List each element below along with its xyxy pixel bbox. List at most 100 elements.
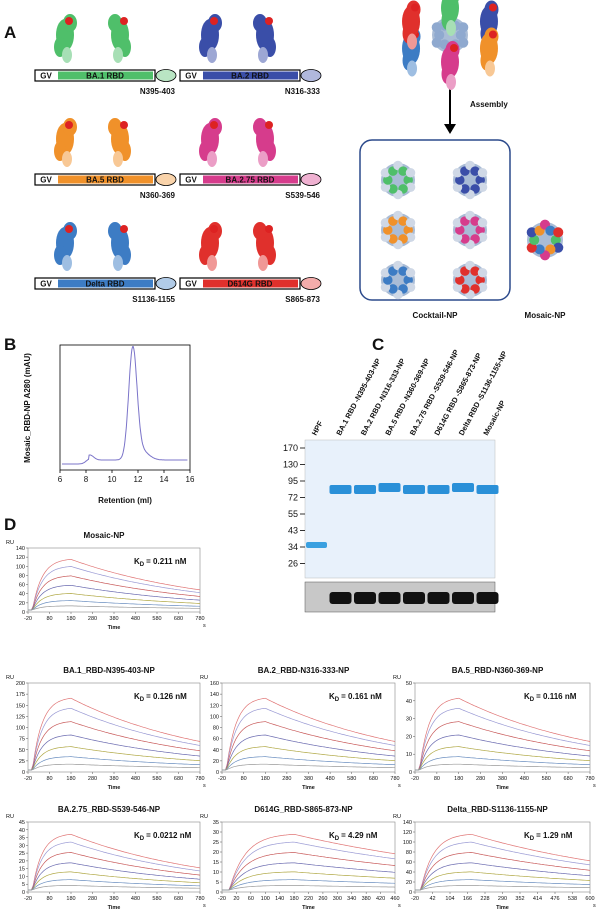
kd-label: KD = 0.126 nM — [134, 692, 187, 703]
x-tick-label: 280 — [282, 776, 291, 782]
np-rbd — [431, 22, 442, 33]
np-rbd — [398, 216, 408, 226]
gel — [304, 439, 496, 579]
y-unit: RU — [200, 814, 208, 820]
y-tick-label: 160 — [210, 681, 219, 687]
np-rbd — [405, 282, 416, 292]
spike-structure — [402, 0, 421, 50]
x-tick-label: 380 — [109, 776, 118, 782]
spike-structure — [108, 118, 131, 167]
kd-part: K — [329, 831, 335, 840]
tag — [155, 277, 177, 290]
np-rbd — [405, 182, 416, 192]
np-rbd — [477, 218, 488, 228]
x-tick-label: 580 — [542, 776, 551, 782]
sensorgram-curve — [415, 879, 591, 891]
wb-band — [354, 592, 376, 604]
structure-lobe — [207, 151, 217, 167]
y-tick-label: 20 — [213, 759, 219, 765]
structure-highlight — [65, 225, 73, 233]
kd-part: K — [329, 692, 335, 701]
site-label: N395-403 — [140, 87, 176, 96]
sensorgram-curve — [222, 834, 396, 891]
structure-lobe — [258, 151, 268, 167]
x-tick-label: -20 — [411, 776, 419, 782]
np-rbd — [534, 244, 545, 255]
kd-label: KD = 1.29 nM — [524, 831, 573, 842]
np-rbd — [405, 232, 416, 242]
y-tick-label: 15 — [19, 867, 25, 873]
x-tick-label: 290 — [498, 896, 507, 902]
y-axis-label: Mosaic_RBD-NP A280 (mAU) — [23, 353, 32, 463]
lane-label: HPF — [310, 419, 325, 437]
gv-label: GV — [40, 280, 52, 289]
wb-band — [378, 592, 401, 604]
x-tick-label: 16 — [186, 475, 195, 484]
structure-lobe — [253, 222, 267, 240]
x-tick-label: 580 — [152, 616, 161, 622]
sensorgram-curve — [222, 879, 396, 891]
x-tick-label: 680 — [174, 776, 183, 782]
y-tick-label: 0 — [22, 610, 25, 616]
sensorgram-curve — [28, 605, 201, 611]
sensorgram-curve — [222, 756, 396, 771]
arrow-head — [444, 124, 456, 134]
structure-lobe — [484, 60, 495, 77]
np-rbd — [477, 282, 488, 292]
x-axis-label: Time — [108, 785, 121, 791]
sensorgram-curve — [28, 600, 201, 611]
wb-band — [452, 592, 474, 604]
kd-part: D — [335, 697, 340, 703]
plot-title: BA.1_RBD-N395-403-NP — [63, 666, 155, 675]
mw-marker: 95 — [288, 476, 298, 486]
x-unit: s — [398, 783, 401, 789]
y-tick-label: 20 — [406, 734, 412, 740]
x-tick-label: 180 — [289, 896, 298, 902]
spike-structure — [253, 222, 276, 271]
kd-label: KD = 0.116 nM — [524, 692, 577, 703]
x-axis-label: Retention (ml) — [98, 496, 152, 505]
y-tick-label: 60 — [213, 737, 219, 743]
x-tick-label: -20 — [411, 896, 419, 902]
kd-part: = 0.126 nM — [146, 692, 187, 701]
x-tick-label: 20 — [233, 896, 239, 902]
nanoparticle — [452, 160, 488, 200]
structure-lobe — [253, 14, 267, 32]
y-tick-label: 30 — [213, 830, 219, 836]
np-rbd — [383, 175, 393, 185]
y-tick-label: 30 — [406, 717, 412, 723]
np-rbd — [434, 29, 445, 41]
lane-label: BA.1 RBD -N395-403-NP — [334, 357, 382, 437]
nanoparticle — [452, 260, 488, 300]
sensorgram-curve — [222, 707, 396, 771]
sensorgram-curve — [415, 746, 591, 771]
x-tick-label: 380 — [109, 896, 118, 902]
kd-label: KD = 4.29 nM — [329, 831, 378, 842]
y-tick-label: 150 — [16, 703, 25, 709]
kd-part: = 4.29 nM — [341, 831, 378, 840]
structure-highlight — [450, 44, 458, 52]
y-tick-label: 20 — [19, 859, 25, 865]
np-rbd — [470, 266, 480, 276]
y-unit: RU — [6, 540, 14, 546]
nanoparticle — [526, 219, 564, 261]
x-unit: s — [593, 783, 596, 789]
x-tick-label: 480 — [131, 896, 140, 902]
y-tick-label: 50 — [406, 681, 412, 687]
x-axis-label: Time — [496, 905, 509, 910]
np-rbd — [475, 225, 485, 235]
gel-band — [452, 483, 474, 492]
np-rbd — [458, 22, 469, 33]
structure-highlight — [120, 17, 128, 25]
x-tick-label: 8 — [84, 475, 89, 484]
np-rbd — [455, 29, 466, 41]
structure-lobe — [407, 33, 418, 50]
sensorgram-curve — [415, 841, 591, 891]
mw-marker: 26 — [288, 559, 298, 569]
gel-band — [329, 485, 352, 494]
gv-label: GV — [185, 72, 197, 81]
sensorgram-curve — [415, 871, 591, 891]
y-tick-label: 140 — [16, 546, 25, 552]
np-rbd — [455, 175, 465, 185]
sensorgram-curve — [222, 852, 396, 891]
